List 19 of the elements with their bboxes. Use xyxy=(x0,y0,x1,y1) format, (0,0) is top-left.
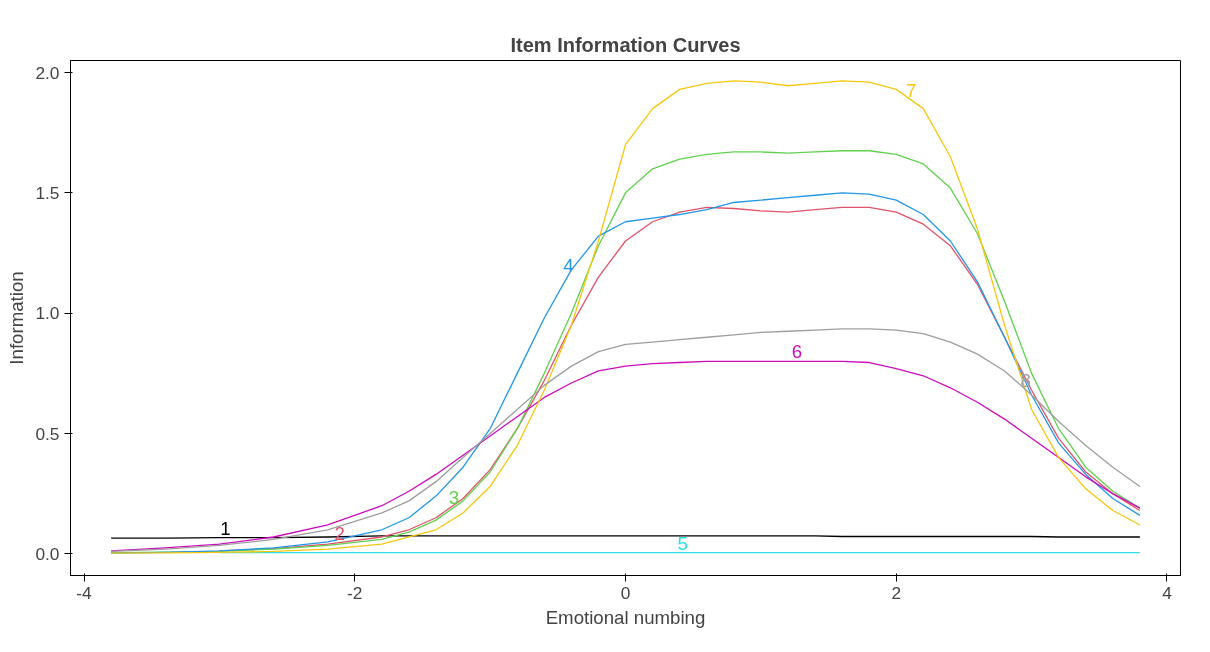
series-label: 1 xyxy=(220,517,231,539)
series-label: 5 xyxy=(677,532,688,554)
x-tick-label: 0 xyxy=(620,582,631,603)
x-tick-label: 4 xyxy=(1162,582,1173,603)
y-tick-label: 0.5 xyxy=(35,423,60,444)
series-label: 7 xyxy=(906,80,917,102)
y-tick-label: 2.0 xyxy=(35,62,60,83)
x-tick-label: -2 xyxy=(347,582,363,603)
x-tick-label: -4 xyxy=(76,582,93,603)
series-label: 3 xyxy=(448,487,460,509)
y-tick-label: 1.0 xyxy=(35,303,60,324)
x-axis-title: Emotional numbing xyxy=(545,606,706,628)
y-tick-label: 1.5 xyxy=(35,182,60,203)
series-label: 6 xyxy=(791,341,803,363)
y-axis-title: Information xyxy=(6,271,28,365)
series-label: 8 xyxy=(1020,369,1031,391)
y-tick-label: 0.0 xyxy=(35,543,60,564)
chart-title: Item Information Curves xyxy=(510,33,741,56)
x-tick-label: 2 xyxy=(891,582,902,603)
